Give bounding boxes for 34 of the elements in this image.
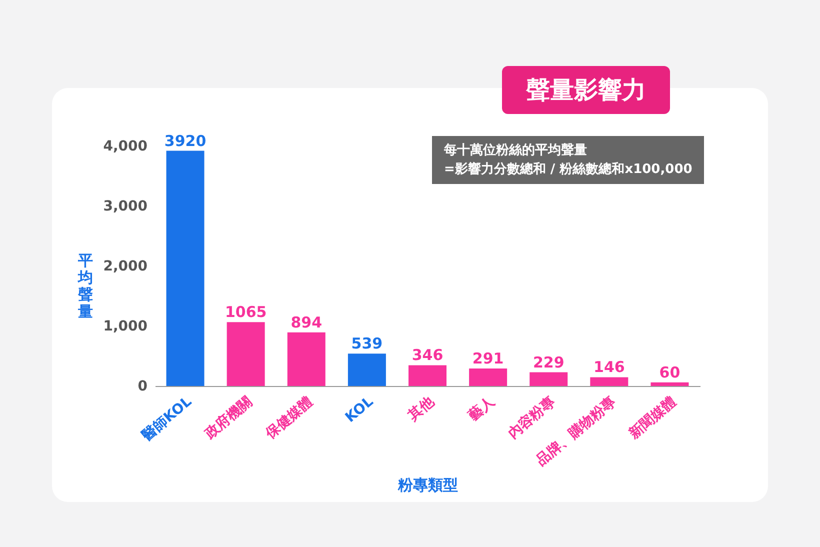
bar	[590, 377, 628, 386]
data-label: 291	[472, 350, 504, 368]
y-tick-label: 1,000	[103, 318, 148, 334]
data-label: 3920	[164, 132, 206, 150]
y-tick-label: 2,000	[103, 258, 148, 274]
data-label: 146	[594, 358, 625, 376]
y-tick-label: 0	[138, 378, 148, 394]
chart-title: 聲量影響力	[502, 66, 670, 114]
x-axis-title: 粉專類型	[397, 476, 458, 494]
data-label: 229	[532, 353, 564, 372]
x-tick-label: 藝人	[465, 393, 498, 425]
data-label: 60	[659, 363, 680, 382]
y-axis-title: 平均聲量	[77, 252, 93, 320]
y-tick-label: 4,000	[103, 138, 148, 154]
bar	[348, 354, 386, 386]
bar	[408, 365, 446, 386]
x-tick-label: 保健媒體	[262, 394, 316, 443]
bar	[166, 150, 204, 386]
data-label: 346	[412, 346, 444, 364]
data-label: 539	[351, 334, 383, 353]
data-label: 894	[290, 313, 322, 332]
bar	[650, 382, 689, 386]
bar	[530, 372, 568, 386]
bar	[226, 322, 265, 386]
annotation: 每十萬位粉絲的平均聲量	[444, 142, 588, 160]
annotation: =影響力分數總和 / 粉絲數總和x100,000	[444, 160, 692, 179]
bar	[287, 332, 326, 386]
x-tick-label: 政府機關	[200, 392, 256, 443]
y-tick-label: 3,000	[103, 198, 148, 214]
data-label: 1065	[224, 303, 267, 322]
bar	[469, 368, 508, 386]
x-tick-label: 內容粉專	[504, 392, 558, 442]
x-tick-label: 其他	[404, 393, 438, 425]
x-tick-label: 新聞媒體	[624, 392, 680, 443]
